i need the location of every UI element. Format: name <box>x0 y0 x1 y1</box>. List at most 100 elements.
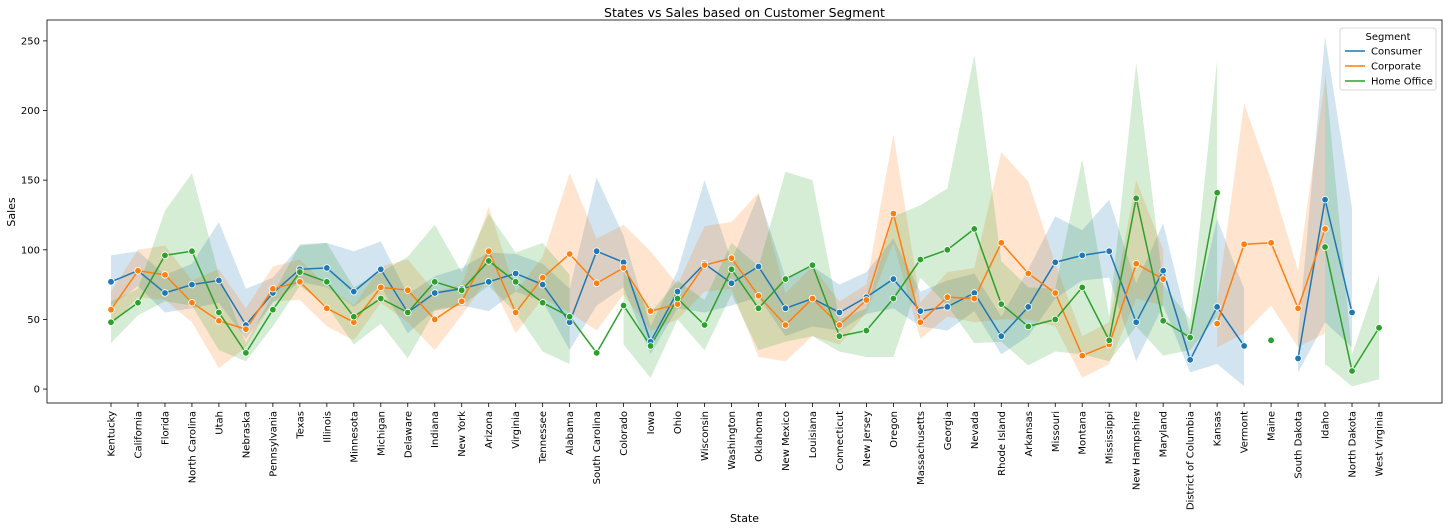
x-tick-label: Mississippi <box>1105 411 1116 464</box>
x-tick-label: Montana <box>1078 411 1089 455</box>
plot-area <box>46 19 1443 404</box>
data-point <box>377 294 385 303</box>
data-point <box>700 261 709 269</box>
legend-label: Corporate <box>1371 62 1421 73</box>
data-point <box>1240 342 1248 350</box>
data-point <box>188 299 196 307</box>
data-point <box>754 292 763 300</box>
data-point <box>1078 283 1086 292</box>
x-tick-label: Iowa <box>646 411 657 434</box>
data-point <box>727 279 736 287</box>
data-point <box>835 321 844 329</box>
data-point <box>889 275 898 283</box>
y-tick-label: 150 <box>21 176 40 187</box>
legend-box <box>1339 27 1437 91</box>
x-tick-label: Texas <box>295 411 306 440</box>
data-point <box>808 261 817 269</box>
data-point <box>1321 195 1329 204</box>
data-point <box>269 285 277 293</box>
x-tick-label: New Mexico <box>781 411 792 471</box>
data-point <box>485 247 493 255</box>
x-tick-label: North Dakota <box>1348 411 1359 478</box>
data-point <box>485 257 493 265</box>
x-tick-label: New Jersey <box>862 411 873 467</box>
x-tick-label: District of Columbia <box>1186 411 1197 510</box>
data-point <box>943 246 952 254</box>
x-tick-label: Virginia <box>511 411 522 449</box>
data-point <box>538 280 547 289</box>
data-point <box>431 278 439 286</box>
data-point <box>916 307 925 315</box>
data-point <box>1321 225 1329 233</box>
data-point <box>1024 303 1032 311</box>
data-point <box>107 278 115 286</box>
ci-band-0 <box>1298 36 1353 373</box>
x-tick-label: South Carolina <box>592 411 603 484</box>
x-tick-label: Arkansas <box>1024 411 1035 457</box>
data-point <box>323 264 331 272</box>
x-tick-label: Georgia <box>943 411 954 450</box>
data-point <box>161 289 169 297</box>
data-point <box>619 264 628 272</box>
data-point <box>296 278 304 286</box>
data-point <box>1348 367 1356 375</box>
data-point <box>1024 322 1032 331</box>
x-tick-label: Rhode Island <box>997 411 1008 476</box>
data-point <box>619 301 628 310</box>
data-point <box>485 278 493 286</box>
data-point <box>970 294 979 303</box>
data-point <box>1132 318 1140 326</box>
x-tick-label: Indiana <box>430 411 441 448</box>
data-point <box>808 294 817 303</box>
x-tick-label: Wisconsin <box>700 411 711 461</box>
data-point <box>323 304 331 312</box>
data-point <box>997 332 1005 340</box>
data-point <box>1240 240 1248 248</box>
x-tick-label: Connecticut <box>835 411 846 471</box>
data-point <box>1186 333 1194 342</box>
data-point <box>458 297 466 306</box>
data-point <box>565 312 574 321</box>
data-point <box>1294 304 1302 312</box>
data-point <box>215 317 223 325</box>
x-tick-label: Michigan <box>376 411 387 456</box>
series-line-2 <box>110 192 1218 355</box>
legend-label: Consumer <box>1371 47 1423 58</box>
data-point <box>781 304 790 312</box>
data-point <box>1267 239 1275 247</box>
data-point <box>970 225 979 233</box>
data-point <box>835 332 844 340</box>
data-point <box>592 349 601 357</box>
x-tick-label: West Virginia <box>1375 411 1386 476</box>
data-point <box>350 287 358 296</box>
ci-band-0 <box>111 177 1245 387</box>
data-point <box>242 325 250 333</box>
data-point <box>781 275 790 283</box>
data-point <box>188 280 196 289</box>
data-point <box>242 349 250 357</box>
data-point <box>1321 243 1329 251</box>
data-point <box>673 287 682 296</box>
data-point <box>646 307 655 315</box>
x-tick-label: Colorado <box>619 411 630 456</box>
data-point <box>997 300 1005 308</box>
data-point <box>404 286 412 294</box>
y-tick-label: 50 <box>27 315 40 326</box>
data-point <box>646 342 655 350</box>
data-point <box>215 276 223 285</box>
data-point <box>511 308 520 317</box>
data-point <box>323 278 331 286</box>
data-point <box>889 209 898 218</box>
x-tick-label: Nebraska <box>241 411 252 458</box>
x-tick-label: Maine <box>1267 411 1278 441</box>
data-point <box>997 239 1005 247</box>
data-point <box>1159 317 1167 325</box>
data-point <box>1186 356 1194 364</box>
y-tick-label: 0 <box>34 385 40 396</box>
data-point <box>592 279 601 287</box>
ci-band-2 <box>111 173 570 364</box>
data-point <box>889 294 898 303</box>
ci-band-2 <box>623 54 1218 378</box>
data-point <box>431 289 439 297</box>
data-point <box>161 271 169 279</box>
